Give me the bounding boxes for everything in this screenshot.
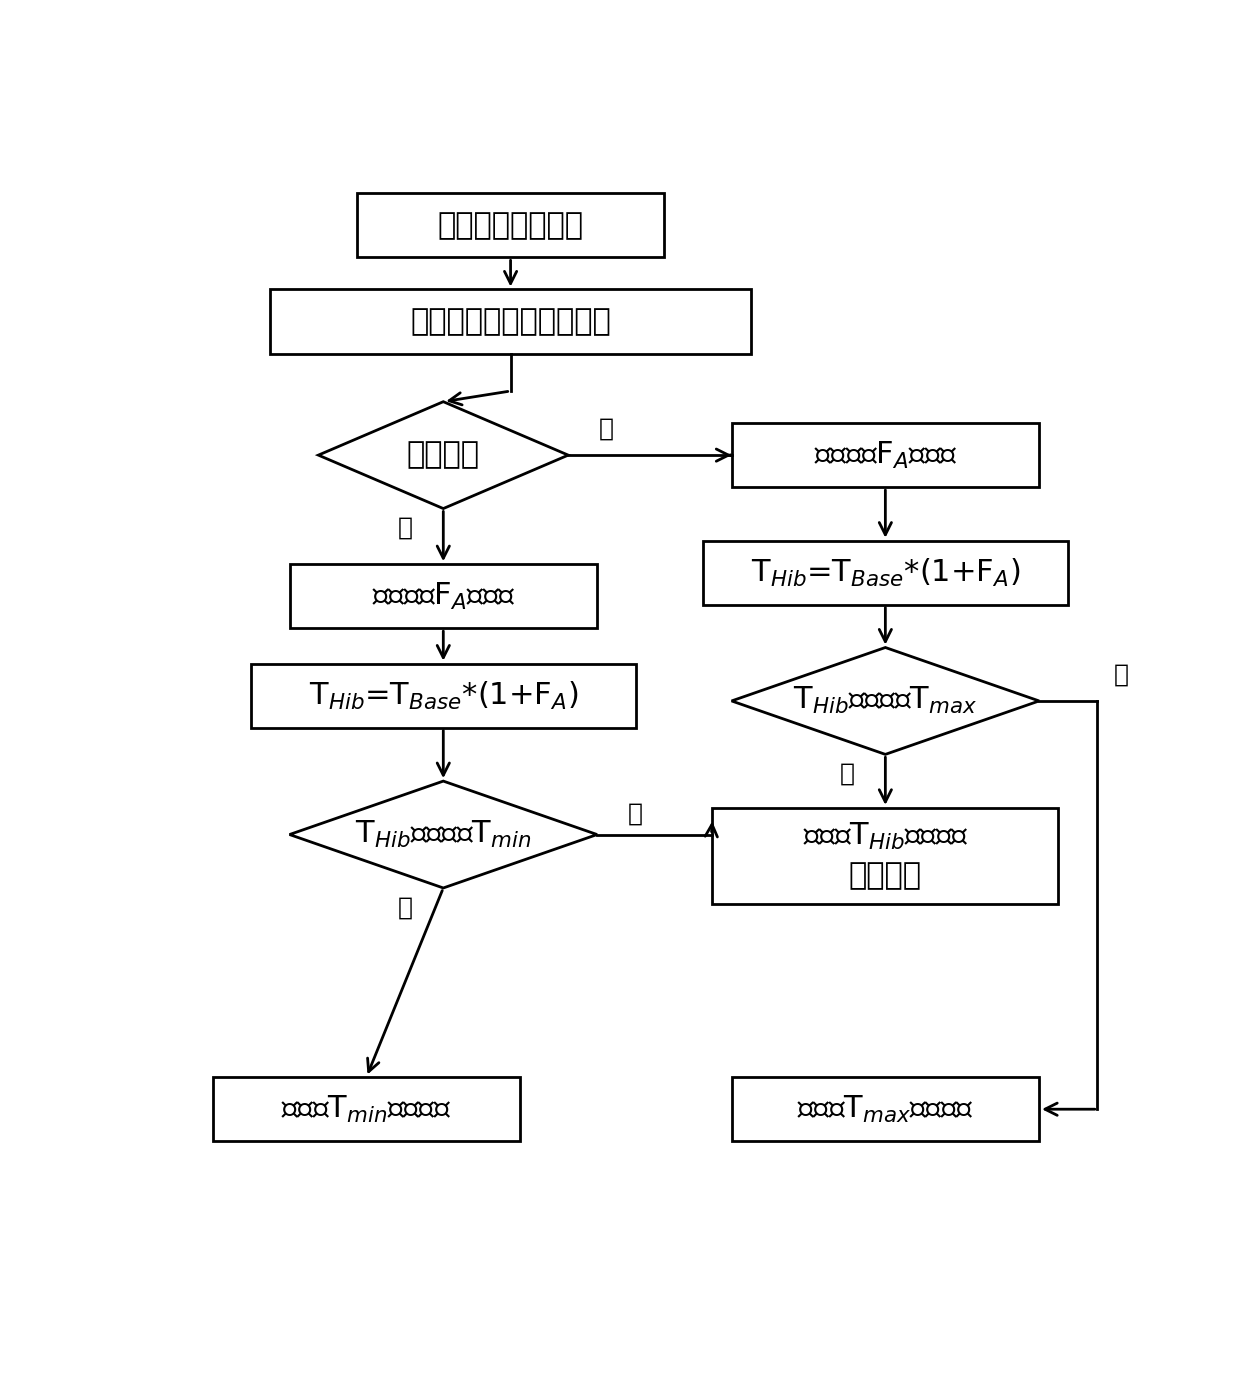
Text: 系统监测并分析电池状态: 系统监测并分析电池状态	[410, 307, 611, 336]
Polygon shape	[732, 647, 1039, 755]
Text: 否: 否	[599, 416, 614, 440]
Text: 系统以T$_{max}$进入休眠: 系统以T$_{max}$进入休眠	[797, 1094, 973, 1124]
Text: 否: 否	[627, 801, 644, 824]
Text: T$_{Hib}$是否小于T$_{min}$: T$_{Hib}$是否小于T$_{min}$	[355, 819, 532, 849]
Text: 是: 是	[397, 516, 413, 540]
Text: 是否异常: 是否异常	[407, 440, 480, 469]
Text: 否: 否	[839, 762, 854, 786]
FancyBboxPatch shape	[250, 663, 635, 727]
FancyBboxPatch shape	[289, 564, 596, 629]
Text: 系统以T$_{min}$进入休眠: 系统以T$_{min}$进入休眠	[281, 1094, 451, 1124]
Text: T$_{Hib}$=T$_{Base}$*(1+F$_A$): T$_{Hib}$=T$_{Base}$*(1+F$_A$)	[309, 680, 578, 712]
Text: 系统以T$_{Hib}$的计算值
进入休眠: 系统以T$_{Hib}$的计算值 进入休眠	[802, 822, 968, 891]
FancyBboxPatch shape	[703, 541, 1068, 605]
Text: 系统进入唤醒模式: 系统进入唤醒模式	[438, 211, 584, 240]
FancyBboxPatch shape	[213, 1077, 521, 1141]
Text: T$_{Hib}$是否大于T$_{max}$: T$_{Hib}$是否大于T$_{max}$	[794, 686, 977, 716]
FancyBboxPatch shape	[357, 193, 665, 257]
FancyBboxPatch shape	[732, 1077, 1039, 1141]
Text: 调整因子F$_A$为负值: 调整因子F$_A$为负值	[372, 580, 515, 612]
FancyBboxPatch shape	[713, 808, 1059, 904]
Text: 是: 是	[397, 895, 413, 919]
Polygon shape	[319, 401, 568, 508]
FancyBboxPatch shape	[732, 423, 1039, 487]
Text: 是: 是	[1114, 662, 1128, 686]
Text: 调整因子F$_A$为正值: 调整因子F$_A$为正值	[813, 440, 957, 471]
Polygon shape	[289, 781, 596, 888]
Text: T$_{Hib}$=T$_{Base}$*(1+F$_A$): T$_{Hib}$=T$_{Base}$*(1+F$_A$)	[750, 557, 1021, 589]
FancyBboxPatch shape	[270, 290, 751, 354]
